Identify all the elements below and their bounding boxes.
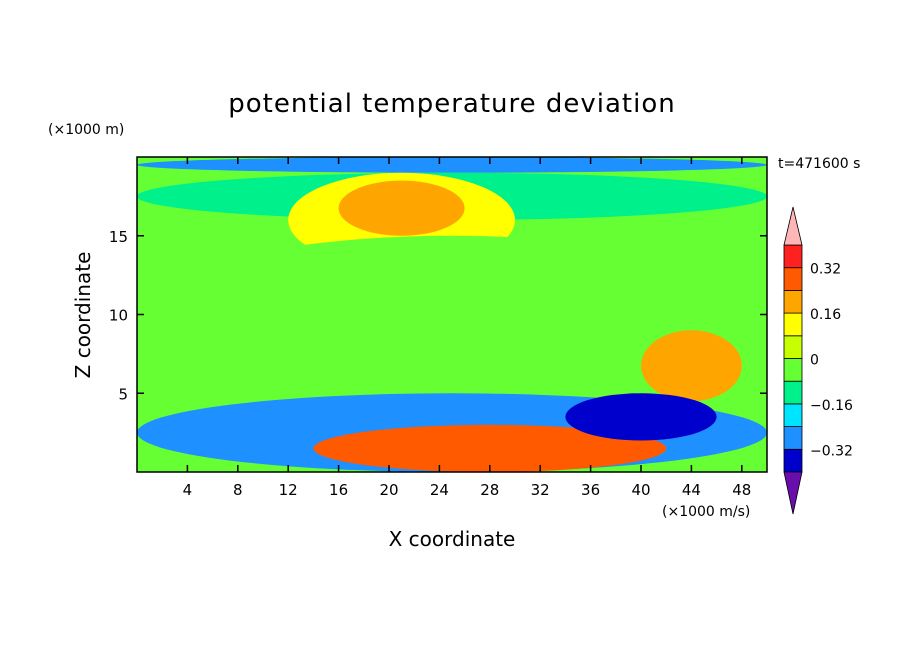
colorbar-label-0: 0.32 [810, 262, 841, 278]
field-feature-4 [351, 188, 452, 220]
field-feature-0 [137, 157, 767, 173]
colorbar-bottom-arrow [783, 471, 803, 515]
x-unit-label: (×1000 m/s) [662, 504, 750, 520]
colorbar-band-0 [783, 448, 803, 473]
time-label: t=471600 s [778, 156, 860, 172]
x-tick-label-0: 4 [183, 481, 193, 499]
colorbar-label-4: −0.32 [810, 443, 853, 459]
x-tick-label-6: 28 [480, 481, 499, 499]
x-tick-label-10: 44 [682, 481, 701, 499]
colorbar-band-7 [783, 289, 803, 314]
y-tick-label-2: 15 [109, 228, 128, 246]
colorbar-label-2: 0 [810, 353, 819, 369]
colorbar-band-6 [783, 312, 803, 337]
x-tick-label-11: 48 [732, 481, 751, 499]
y-axis-label: Z coordinate [71, 252, 95, 379]
colorbar-band-3 [783, 380, 803, 405]
x-tick-label-3: 16 [329, 481, 348, 499]
colorbar-band-4 [783, 358, 803, 382]
field-feature-6 [641, 330, 742, 402]
y-unit-label: (×1000 m) [48, 122, 124, 138]
y-tick-label-1: 10 [109, 307, 128, 325]
chart-title: potential temperature deviation [228, 89, 675, 119]
y-axis: 5 10 15 [109, 228, 767, 403]
field-feature-9 [565, 393, 717, 441]
x-tick-label-5: 24 [430, 481, 449, 499]
x-axis: 4 8 12 16 20 24 28 32 36 40 44 48 [183, 157, 751, 499]
colorbar-band-1 [783, 426, 803, 450]
colorbar-band-8 [783, 267, 803, 291]
x-tick-label-7: 32 [531, 481, 550, 499]
colorbar-label-3: −0.16 [810, 398, 853, 414]
x-tick-label-1: 8 [233, 481, 243, 499]
x-tick-label-9: 40 [631, 481, 650, 499]
field-feature-5 [137, 235, 767, 394]
colorbar-band-9 [783, 244, 803, 269]
colorbar: 0.32 0.16 0 −0.16 −0.32 [783, 206, 853, 515]
x-tick-label-2: 12 [279, 481, 298, 499]
x-tick-label-8: 36 [581, 481, 600, 499]
colorbar-label-1: 0.16 [810, 307, 841, 323]
heatmap-field [137, 157, 767, 472]
x-axis-label: X coordinate [389, 527, 516, 551]
field-feature-8 [313, 424, 667, 472]
colorbar-band-5 [783, 335, 803, 359]
x-tick-label-4: 20 [379, 481, 398, 499]
colorbar-band-2 [783, 403, 803, 427]
colorbar-top-arrow [783, 206, 803, 246]
y-tick-label-0: 5 [118, 385, 128, 403]
